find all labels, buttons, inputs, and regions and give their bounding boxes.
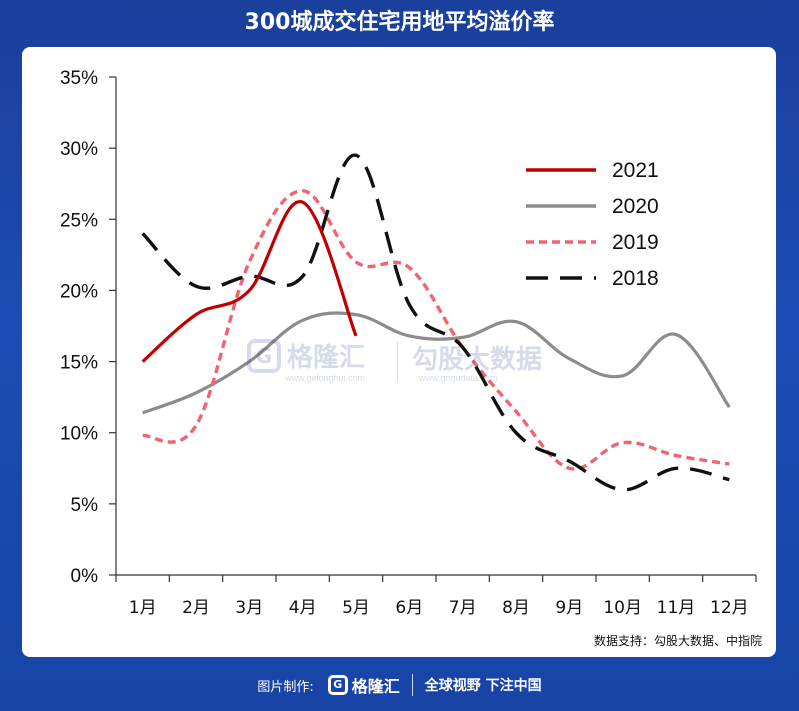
- x-tick-label: 4月: [289, 598, 317, 618]
- y-tick-label: 25%: [60, 210, 98, 231]
- x-tick-label: 9月: [555, 598, 583, 618]
- y-tick-label: 35%: [60, 68, 98, 89]
- y-tick-label: 30%: [60, 139, 98, 160]
- y-tick-label: 0%: [71, 566, 99, 587]
- chart-axes: 0% 5% 10% 15% 20% 25% 30% 35% 1月 2月 3月 4月 5月 6月 7月 8月 9月…: [60, 68, 757, 618]
- line-chart: 0% 5% 10% 15% 20% 25% 30% 35% 1月 2月 3月 4月 5月 6月 7月 8月 9月…: [60, 68, 757, 618]
- footer-slogan: 全球视野 下注中国: [424, 678, 542, 694]
- series-line-2021: [141, 200, 358, 363]
- footer: 图片制作: G 格隆汇 全球视野 下注中国: [0, 667, 799, 703]
- legend-label-2021: 2021: [612, 159, 659, 182]
- chart-title: 300城成交住宅用地平均溢价率: [244, 10, 555, 35]
- x-tick-label: 11月: [657, 598, 696, 618]
- footer-logo-icon: G: [327, 675, 348, 695]
- chart-card: 0% 5% 10% 15% 20% 25% 30% 35% 1月 2月 3月 4月 5月 6月 7月 8月 9月…: [22, 47, 776, 657]
- x-tick-label: 8月: [502, 598, 530, 618]
- legend-label-2019: 2019: [612, 231, 659, 254]
- data-source: 数据支持：勾股大数据、中指院: [593, 634, 762, 648]
- y-tick-label: 20%: [60, 281, 98, 302]
- series-line-2019: [142, 189, 730, 471]
- series-line-2020: [142, 311, 731, 415]
- x-tick-label: 2月: [182, 598, 210, 618]
- y-tick-label: 5%: [71, 495, 99, 516]
- y-tick-label: 15%: [60, 353, 98, 374]
- x-tick-label: 10月: [603, 598, 642, 618]
- legend-label-2018: 2018: [612, 267, 659, 290]
- y-tick-label: 10%: [60, 424, 98, 445]
- x-tick-label: 7月: [449, 598, 477, 618]
- series-line-2018: [141, 153, 730, 492]
- chart-legend: 2021 2020 2019 2018: [526, 159, 659, 290]
- chart-series: [141, 153, 731, 492]
- footer-made-by: 图片制作:: [257, 679, 314, 695]
- x-tick-label: 12月: [710, 598, 749, 618]
- x-tick-label: 1月: [129, 598, 157, 618]
- x-tick-label: 3月: [235, 598, 263, 618]
- footer-divider: [411, 674, 413, 696]
- x-tick-label: 6月: [395, 598, 423, 618]
- legend-label-2020: 2020: [612, 195, 659, 218]
- x-tick-label: 5月: [342, 598, 370, 618]
- footer-brand: 格隆汇: [351, 677, 400, 696]
